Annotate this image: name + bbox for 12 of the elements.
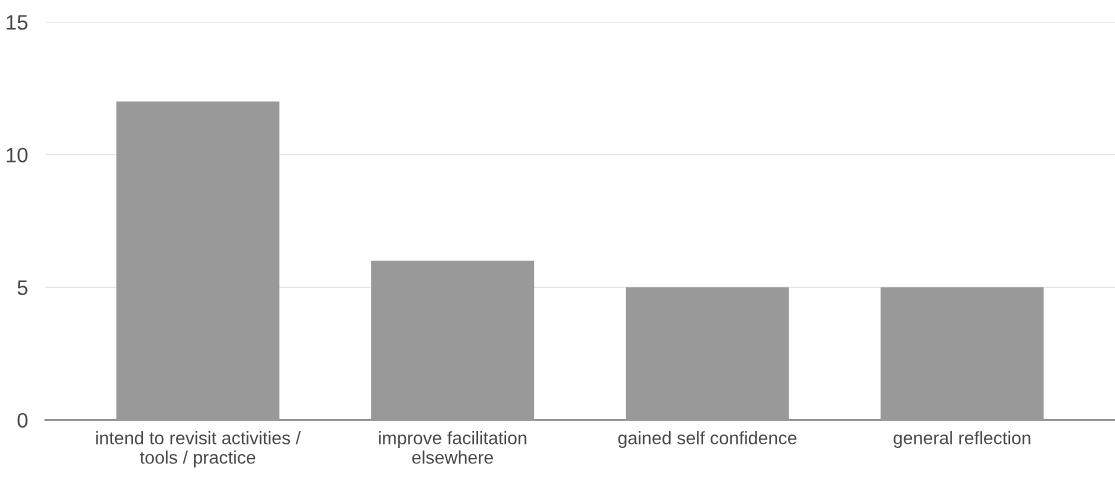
x-tick-label: improve facilitation elsewhere	[379, 431, 527, 464]
bar	[880, 287, 1044, 420]
y-tick-label: 5	[17, 280, 28, 296]
bar	[625, 287, 789, 420]
y-tick-label: 10	[6, 147, 28, 163]
y-tick-label: 15	[6, 15, 28, 30]
x-tick-label: intend to revisit activities / tools / practice	[96, 431, 301, 468]
x-tick-label: gained self confidence	[618, 431, 797, 448]
x-tick-label: general reflection	[893, 431, 1031, 448]
y-tick-label: 0	[17, 413, 28, 428]
bar	[371, 260, 535, 420]
bar	[116, 101, 280, 420]
